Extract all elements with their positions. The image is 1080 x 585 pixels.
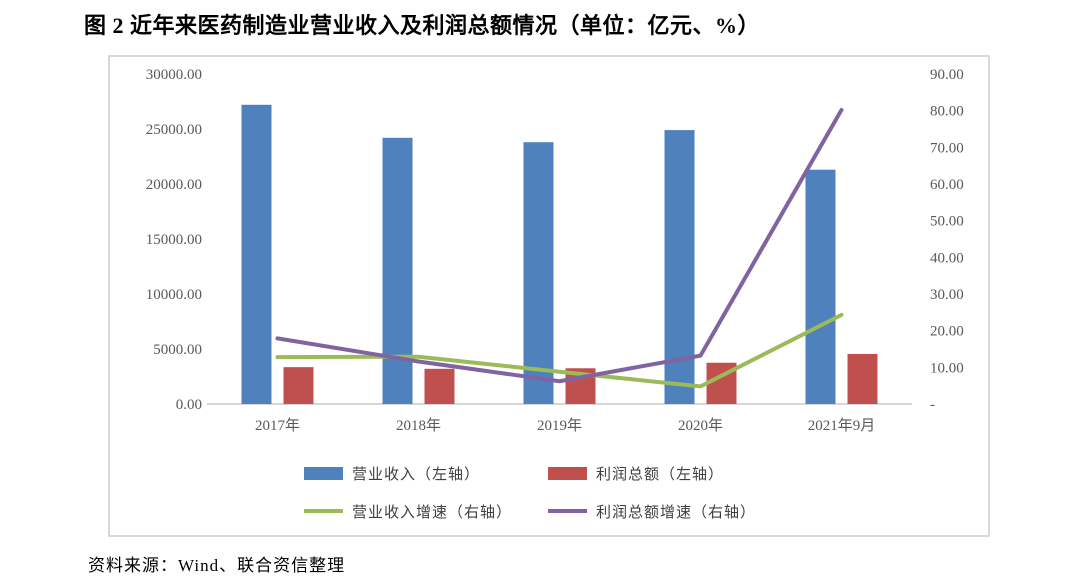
bar-revenue xyxy=(805,169,836,404)
source-attribution: 资料来源：Wind、联合资信整理 xyxy=(88,556,346,575)
chart-frame: 30000.00 25000.00 20000.00 15000.00 10000.00… xyxy=(108,55,990,537)
bar-revenue xyxy=(382,137,413,405)
legend-label-profit: 利润总额（左轴） xyxy=(596,466,725,483)
bar-profit xyxy=(847,353,878,404)
x-category-label: 2019年 xyxy=(537,417,582,434)
y-left-tick: 10000.00 xyxy=(146,287,202,303)
bar-profit xyxy=(283,367,314,404)
legend-swatch-revenue-growth-line xyxy=(304,509,343,513)
bar-revenue xyxy=(523,142,554,404)
y-right-tick: 60.00 xyxy=(930,177,964,193)
legend-item-revenue: 营业收入（左轴） xyxy=(304,463,480,483)
y-left-tick: 20000.00 xyxy=(146,177,202,193)
line-revenue-growth xyxy=(275,312,844,389)
bar-revenue xyxy=(241,104,272,405)
bar-profit xyxy=(424,368,455,404)
y-left-tick: 0.00 xyxy=(176,397,202,413)
y-right-tick: 40.00 xyxy=(930,250,964,266)
legend-item-profit: 利润总额（左轴） xyxy=(548,463,724,483)
y-left-tick: 30000.00 xyxy=(146,67,202,83)
y-right-tick: 10.00 xyxy=(930,360,964,376)
y-right-tick: 20.00 xyxy=(930,324,964,340)
legend-label-profit-growth: 利润总额增速（右轴） xyxy=(596,504,757,521)
x-category-label: 2017年 xyxy=(255,417,300,434)
y-right-tick: 50.00 xyxy=(930,214,964,230)
x-category-label: 2018年 xyxy=(396,417,441,434)
legend-item-revenue-growth: 营业收入增速（右轴） xyxy=(304,501,512,521)
y-right-tick: 80.00 xyxy=(930,104,964,120)
legend-label-revenue: 营业收入（左轴） xyxy=(352,466,481,483)
x-category-label: 2021年9月 xyxy=(808,417,876,434)
y-right-tick: - xyxy=(930,397,935,413)
line-profit-growth xyxy=(275,107,844,384)
x-category-label: 2020年 xyxy=(678,417,723,434)
chart-title: 图 2 近年来医药制造业营业收入及利润总额情况（单位：亿元、%） xyxy=(84,13,761,38)
y-right-tick: 30.00 xyxy=(930,287,964,303)
y-left-tick: 5000.00 xyxy=(153,342,202,358)
legend-swatch-revenue-bar xyxy=(304,466,343,480)
legend-swatch-profit-growth-line xyxy=(548,509,587,513)
y-right-tick: 90.00 xyxy=(930,67,964,83)
legend-item-profit-growth: 利润总额增速（右轴） xyxy=(548,501,756,521)
chart-plot-area: 30000.00 25000.00 20000.00 15000.00 10000.00… xyxy=(146,67,964,434)
y-left-tick: 25000.00 xyxy=(146,122,202,138)
legend-swatch-profit-bar xyxy=(548,466,587,480)
y-right-tick: 70.00 xyxy=(930,140,964,156)
y-left-tick: 15000.00 xyxy=(146,232,202,248)
legend-label-revenue-growth: 营业收入增速（右轴） xyxy=(352,504,513,521)
